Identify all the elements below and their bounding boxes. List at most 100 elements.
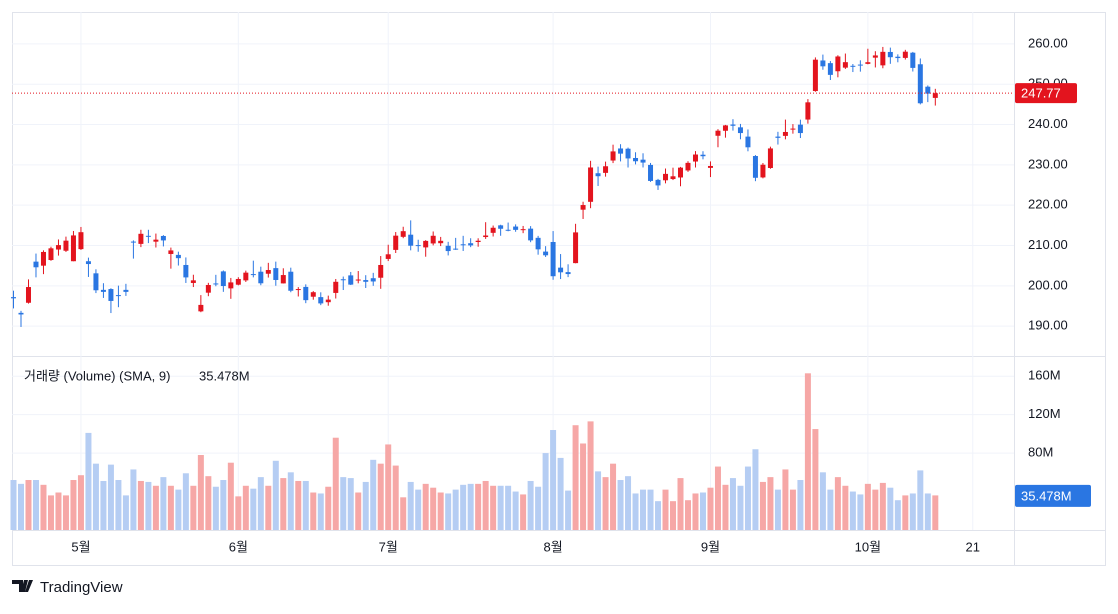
volume-bar [407, 481, 414, 530]
volume-bar [152, 485, 159, 530]
candle-body [423, 240, 429, 248]
candle-body [685, 162, 691, 171]
volume-bar [827, 489, 834, 530]
volume-bar [122, 495, 129, 530]
candle-body [520, 229, 526, 231]
volume-bar [842, 485, 849, 530]
y-tick-label: 120M [1028, 406, 1061, 421]
candle-body [588, 167, 594, 202]
volume-bar [115, 480, 122, 530]
candle-body [573, 232, 579, 264]
volume-bar [699, 492, 706, 530]
candle-body [235, 278, 241, 285]
candle-body [348, 275, 354, 285]
candle-body [25, 287, 31, 303]
volume-bar [250, 488, 257, 530]
candle-body [812, 59, 818, 92]
candle-body [115, 295, 121, 297]
y-tick-label: 80M [1028, 445, 1053, 460]
volume-bar [347, 478, 354, 530]
volume-bar [437, 492, 444, 530]
candle-body [610, 151, 616, 161]
volume-bar [692, 493, 699, 530]
volume-bar [804, 373, 811, 530]
volume-bar [902, 495, 909, 530]
grid [12, 12, 1014, 530]
volume-sma-value: 35.478M [199, 368, 250, 383]
volume-bar [714, 466, 721, 530]
volume-bar [212, 486, 219, 530]
volume-bar [130, 469, 137, 530]
volume-bar [220, 480, 227, 530]
chart-frame [12, 12, 1106, 566]
volume-bar [422, 483, 429, 530]
volume-bar [744, 466, 751, 530]
y-tick-label: 200.00 [1028, 277, 1068, 292]
candle-body [10, 297, 16, 299]
candle-body [715, 130, 721, 136]
candle-body [130, 241, 136, 243]
volume-bar [917, 470, 924, 530]
candle-body [797, 124, 803, 134]
volume-bar [40, 484, 47, 530]
volume-bar [512, 491, 519, 530]
candle-body [363, 280, 369, 282]
volume-bar [535, 486, 542, 530]
candle-body [565, 272, 571, 275]
volume-bar [729, 478, 736, 530]
candle-body [333, 281, 339, 293]
candle-body [438, 240, 444, 244]
candle-body [730, 124, 736, 126]
volume-bar [782, 469, 789, 530]
volume-bar [812, 429, 819, 530]
candle-body [250, 274, 256, 276]
candle-body [865, 62, 871, 64]
candle-body [273, 268, 279, 280]
candle-body [925, 86, 931, 94]
last-price-label: 247.77 [1021, 86, 1061, 101]
candle-body [393, 235, 399, 250]
volume-bar [789, 489, 796, 530]
volume-bar [370, 459, 377, 530]
volume-bar [617, 480, 624, 530]
candle-body [183, 264, 189, 278]
volume-bar [879, 482, 886, 530]
volume-bar [737, 485, 744, 530]
candle-body [415, 245, 421, 247]
candle-body [842, 62, 848, 68]
volume-bar [572, 425, 579, 530]
volume-bar [557, 457, 564, 530]
candle-body [692, 154, 698, 162]
candle-body [722, 125, 728, 131]
y-tick-label: 240.00 [1028, 116, 1068, 131]
candle-body [663, 173, 669, 181]
candle-body [160, 235, 166, 241]
volume-bar [550, 430, 557, 530]
volume-bar [505, 485, 512, 530]
candle-body [633, 157, 639, 162]
candle-body [872, 55, 878, 58]
candle-body [782, 131, 788, 136]
volume-bar [924, 493, 931, 530]
sma-box [1015, 484, 1091, 507]
volume-bar [272, 460, 279, 530]
candle-body [340, 279, 346, 281]
volume-bar [197, 455, 204, 530]
volume-bar [774, 489, 781, 530]
candle-body [550, 241, 556, 277]
volume-bar [932, 495, 939, 530]
volume-bar [445, 493, 452, 530]
candle-body [355, 279, 361, 281]
candle-body [378, 264, 384, 278]
candle-body [543, 251, 549, 256]
volume-bar [280, 478, 287, 530]
candle-body [243, 272, 249, 281]
candle-body [468, 243, 474, 246]
volume-bar [100, 480, 107, 530]
volume-bar [167, 485, 174, 530]
volume-bar [62, 495, 69, 530]
candle-body [700, 154, 706, 157]
volume-bar [235, 496, 242, 530]
volume-bar [864, 483, 871, 530]
